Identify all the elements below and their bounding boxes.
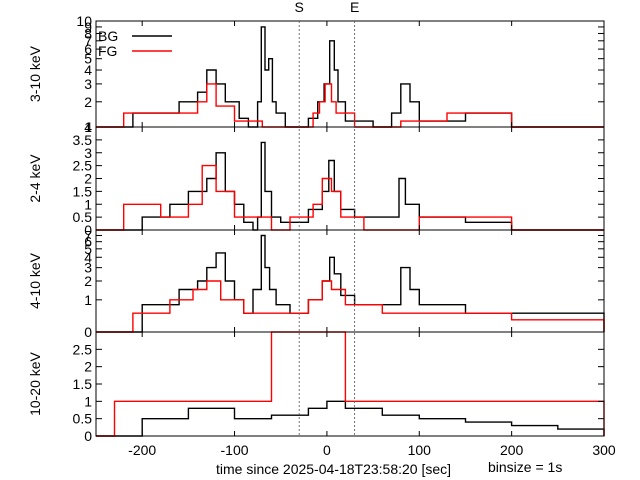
y-tick-label: 0.5 [73, 209, 93, 225]
x-tick-label: -200 [128, 442, 156, 458]
y-tick-label: 2 [84, 171, 92, 187]
y-tick-label: 5 [84, 241, 92, 257]
y-tick-label: 4 [84, 249, 92, 265]
x-tick-label: -100 [221, 442, 249, 458]
panel-4: 00.5 11.52 2.5 10-20 keV [27, 331, 605, 444]
series-fg-line [96, 83, 604, 128]
y-tick-label: 3.5 [73, 132, 93, 148]
series-fg-line [96, 164, 604, 231]
y-tick-label: 7 [84, 227, 92, 243]
y-tick-label: 5 [84, 51, 92, 67]
y-tick-label: 10 [76, 13, 92, 29]
binsize-label: binsize = 1s [488, 459, 562, 475]
y-tick-label: 2.5 [73, 341, 93, 357]
y-axis-label: 4-10 keV [27, 252, 43, 309]
legend-fg-label: FG [98, 43, 117, 59]
y-tick-label: 0.5 [73, 411, 93, 427]
y-tick-label: 2 [84, 359, 92, 375]
y-tick-label: 6 [84, 41, 92, 57]
y-tick-label: 4 [84, 119, 92, 135]
y-tick-label: 1 [84, 196, 92, 212]
marker-e-label: E [350, 0, 359, 15]
y-tick-label: 1.5 [73, 183, 93, 199]
y-axis-label: 10-20 keV [27, 351, 43, 415]
x-tick-label: 300 [592, 442, 616, 458]
y-tick-label: 0 [84, 324, 92, 340]
y-tick-label: 1 [84, 292, 92, 308]
y-tick-label: 9 [84, 19, 92, 35]
y-tick-label: 8 [84, 25, 92, 41]
series-bg-line [96, 400, 605, 437]
x-tick-label: 100 [408, 442, 432, 458]
series-bg-line [96, 234, 605, 333]
panel-frame [95, 331, 605, 437]
panel-frame [95, 20, 605, 128]
y-tick-label: 4 [84, 62, 92, 78]
y-axis-label: 3-10 keV [27, 45, 43, 102]
y-axis-label: 2-4 keV [27, 154, 43, 203]
y-tick-label: 6 [84, 234, 92, 250]
y-tick-label: 1.5 [73, 376, 93, 392]
y-tick-label: 2 [84, 94, 92, 110]
panel-frame [95, 229, 605, 333]
y-tick-label: 3 [84, 260, 92, 276]
y-tick-label: 1 [84, 119, 92, 135]
y-tick-label: 3 [84, 145, 92, 161]
marker-s-label: S [295, 0, 304, 15]
x-tick-label: 200 [500, 442, 524, 458]
y-tick-label: 1 [84, 393, 92, 409]
y-tick-label: 7 [84, 33, 92, 49]
series-bg-line [96, 26, 604, 128]
y-tick-label: 2 [84, 273, 92, 289]
y-tick-label: 2.5 [73, 158, 93, 174]
series-fg-line [96, 331, 605, 437]
y-tick-label: 0 [84, 222, 92, 238]
legend-bg-label: BG [98, 28, 118, 44]
y-tick-label: 0 [84, 428, 92, 444]
y-tick-label: 3 [84, 76, 92, 92]
panel-frame [95, 126, 605, 231]
panel-2: 00.511.522.533.542-4 keV [27, 119, 605, 238]
x-tick-label: 0 [323, 442, 331, 458]
x-axis-label: time since 2025-04-18T23:58:20 [sec] [216, 461, 451, 477]
series-fg-line [96, 280, 605, 333]
